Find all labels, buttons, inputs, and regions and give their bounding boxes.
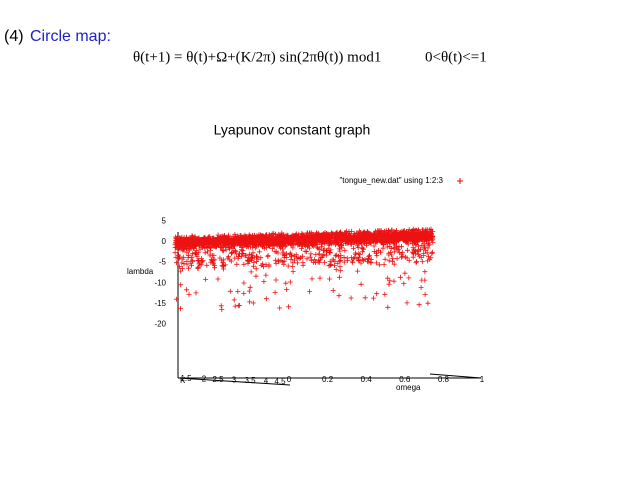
z-tick-label: -10 bbox=[154, 278, 166, 287]
y-tick-label: 1 bbox=[480, 375, 485, 384]
z-tick-label: -15 bbox=[154, 299, 166, 308]
x-tick-label: 4.5 bbox=[274, 377, 286, 386]
z-tick-label: -20 bbox=[154, 320, 166, 329]
x-tick-label: 4 bbox=[264, 377, 269, 386]
legend-marker bbox=[457, 178, 463, 184]
x-tick-label: 3 bbox=[232, 376, 237, 385]
y-tick-label: 0.2 bbox=[322, 375, 334, 384]
x-tick-label: 2 bbox=[202, 375, 207, 384]
y-axis-label: omega bbox=[396, 383, 421, 392]
z-tick-label: 0 bbox=[162, 237, 167, 246]
scatter-points bbox=[172, 226, 436, 312]
axes bbox=[177, 232, 482, 386]
x-tick-label: 1.5 bbox=[180, 374, 192, 383]
heading-number: (4) bbox=[4, 28, 24, 45]
z-axis-label: lambda bbox=[127, 267, 154, 276]
point-cloud bbox=[172, 226, 436, 312]
z-tick-label: 5 bbox=[162, 217, 167, 226]
ticks: 50-5-10-15-201.5 2 2.5 3 3.5 4 4.5 0 0.2 0.4 0.6 0.… bbox=[154, 217, 484, 387]
z-tick-label: -5 bbox=[159, 258, 167, 267]
y-tick-label: 0 bbox=[287, 375, 292, 384]
x-tick-label: 2.5 bbox=[212, 375, 224, 384]
plot-title: Lyapunov constant graph bbox=[214, 122, 371, 138]
condition: 0<θ(t)<=1 bbox=[425, 49, 487, 65]
equation: θ(t+1) = θ(t)+Ω+(K/2π) sin(2πθ(t)) mod1 bbox=[133, 49, 381, 65]
y-tick-label: 0.6 bbox=[399, 375, 411, 384]
x-axis-label: K bbox=[180, 376, 186, 385]
heading-title: Circle map: bbox=[30, 28, 111, 45]
y-tick-label: 0.4 bbox=[361, 375, 373, 384]
legend-label: "tongue_new.dat" using 1:2:3 bbox=[339, 176, 443, 185]
y-tick-label: 0.8 bbox=[438, 375, 450, 384]
x-tick-label: 3.5 bbox=[244, 376, 256, 385]
